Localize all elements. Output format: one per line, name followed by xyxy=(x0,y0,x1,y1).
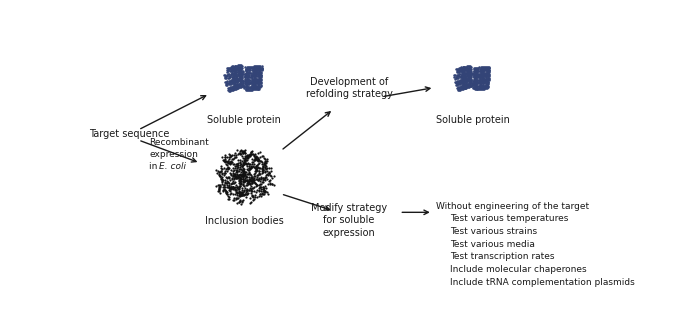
Text: Without engineering of the target: Without engineering of the target xyxy=(436,202,589,210)
Text: Development of
refolding strategy: Development of refolding strategy xyxy=(306,77,393,99)
Text: Inclusion bodies: Inclusion bodies xyxy=(205,216,284,226)
Text: Include molecular chaperones: Include molecular chaperones xyxy=(450,265,586,274)
Text: Test transcription rates: Test transcription rates xyxy=(450,252,554,261)
Text: Soluble protein: Soluble protein xyxy=(207,115,281,124)
Text: Test various strains: Test various strains xyxy=(450,227,537,236)
Text: Test various media: Test various media xyxy=(450,240,535,249)
Text: Target sequence: Target sequence xyxy=(89,129,169,139)
Text: expression: expression xyxy=(149,150,198,159)
Text: Test various temperatures: Test various temperatures xyxy=(450,214,568,223)
Text: Include tRNA complementation plasmids: Include tRNA complementation plasmids xyxy=(450,278,635,287)
Text: Soluble protein: Soluble protein xyxy=(436,115,510,124)
Text: Modify strategy
for soluble
expression: Modify strategy for soluble expression xyxy=(311,203,387,238)
Text: E. coli: E. coli xyxy=(159,162,186,171)
Text: in: in xyxy=(149,162,160,171)
Text: Recombinant: Recombinant xyxy=(149,138,209,147)
